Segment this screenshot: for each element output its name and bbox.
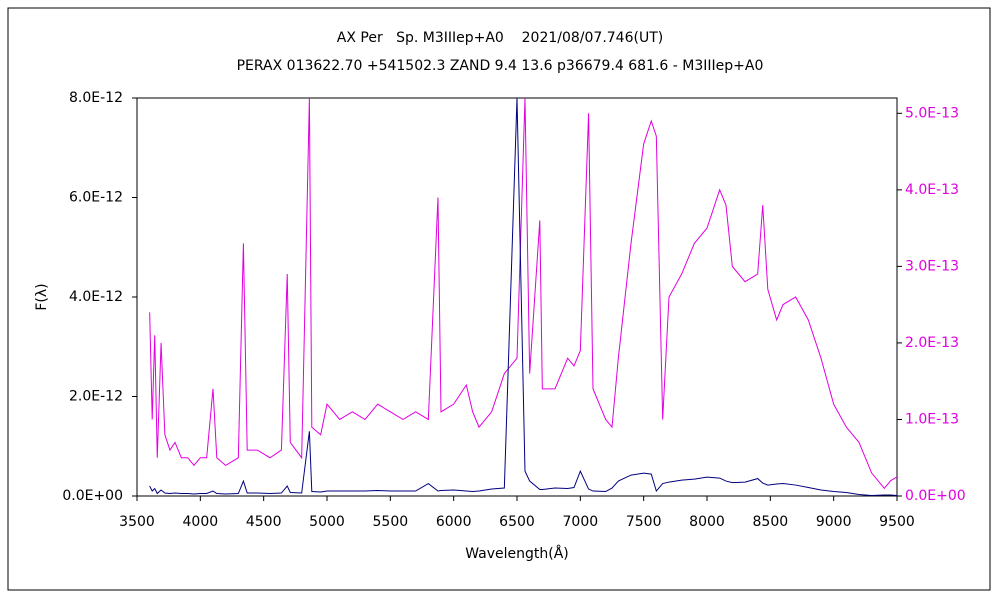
chart-title: AX Per Sp. M3IIIep+A0 2021/08/07.746(UT) <box>337 30 663 46</box>
x-tick-label: 3500 <box>119 514 155 530</box>
y2-tick-label: 3.0E-13 <box>905 258 959 274</box>
x-tick-label: 7500 <box>626 514 662 530</box>
x-tick-label: 8500 <box>753 514 789 530</box>
y-tick-label: 4.0E-12 <box>69 289 123 305</box>
y-tick-label: 8.0E-12 <box>69 90 123 106</box>
x-tick-label: 5000 <box>309 514 345 530</box>
y-tick-label: 2.0E-12 <box>69 389 123 405</box>
chart-subtitle: PERAX 013622.70 +541502.3 ZAND 9.4 13.6 … <box>237 58 764 74</box>
y2-tick-label: 5.0E-13 <box>905 105 959 121</box>
y-tick-label: 0.0E+00 <box>62 488 123 504</box>
frame <box>7 7 991 591</box>
spectrum-line <box>149 98 897 496</box>
x-tick-label: 4000 <box>183 514 219 530</box>
x-tick-label: 6500 <box>499 514 535 530</box>
x-axis-title: Wavelength(Å) <box>465 545 569 562</box>
y2-tick-label: 4.0E-13 <box>905 182 959 198</box>
x-tick-label: 6000 <box>436 514 472 530</box>
y2-tick-label: 0.0E+00 <box>905 488 966 504</box>
x-tick-label: 9000 <box>816 514 852 530</box>
x-tick-label: 4500 <box>246 514 282 530</box>
x-tick-label: 8000 <box>689 514 725 530</box>
y2-tick-label: 1.0E-13 <box>905 411 959 427</box>
x-tick-label: 7000 <box>563 514 599 530</box>
x-tick-label: 5500 <box>373 514 409 530</box>
x-tick-label: 9500 <box>879 514 915 530</box>
y-tick-label: 6.0E-12 <box>69 190 123 206</box>
spectrum-line <box>149 98 897 490</box>
y-axis-title: F(λ) <box>34 283 50 310</box>
y2-tick-label: 2.0E-13 <box>905 335 959 351</box>
